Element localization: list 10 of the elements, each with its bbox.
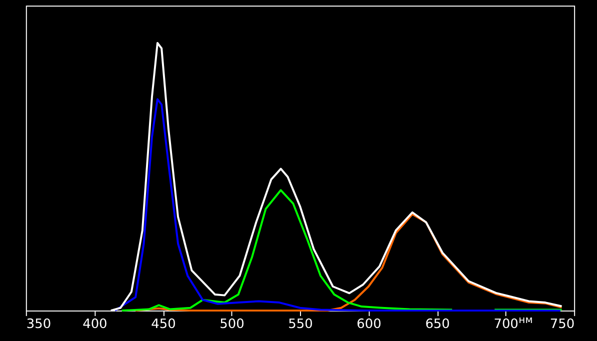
x-tick-label: 450: [151, 317, 176, 332]
x-tick-label: 650: [425, 317, 450, 332]
x-axis-title: нм: [518, 315, 533, 326]
x-tick-label: 750: [550, 317, 575, 332]
x-tick-label: 350: [26, 317, 52, 332]
x-tick-label: 500: [220, 317, 244, 332]
x-tick-label: 400: [82, 317, 108, 332]
x-tick-label: 550: [288, 317, 313, 332]
x-tick-label: 600: [356, 317, 382, 332]
x-tick-label: 700: [494, 317, 518, 332]
